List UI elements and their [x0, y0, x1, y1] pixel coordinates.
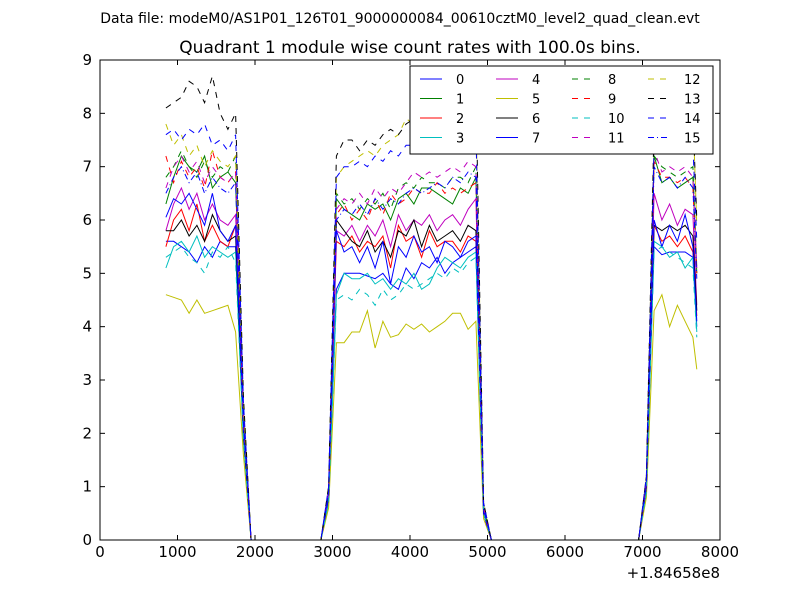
series-line-4: [165, 186, 698, 540]
series-line-10: [165, 245, 698, 540]
legend-label-0: 0: [456, 73, 464, 88]
y-tick-label: 0: [82, 531, 92, 549]
x-tick-label: 3000: [313, 543, 351, 561]
series-line-6: [165, 213, 698, 540]
legend-label-15: 15: [684, 132, 701, 147]
legend-label-1: 1: [456, 93, 464, 108]
x-tick-label: 7000: [623, 543, 661, 561]
y-tick-label: 7: [82, 158, 92, 176]
x-tick-label: 2000: [236, 543, 274, 561]
legend-label-13: 13: [684, 93, 701, 108]
x-tick-label: 8000: [701, 543, 739, 561]
series-line-3: [165, 234, 698, 540]
legend-label-14: 14: [684, 112, 701, 127]
legend-label-2: 2: [456, 112, 464, 127]
x-tick-label: 4000: [391, 543, 429, 561]
series-line-1: [165, 154, 698, 540]
x-offset-label: +1.84658e8: [627, 564, 720, 582]
y-tick-label: 6: [82, 211, 92, 229]
series-line-5: [165, 293, 698, 540]
legend-label-7: 7: [532, 132, 540, 147]
legend-label-5: 5: [532, 93, 540, 108]
legend-label-6: 6: [532, 112, 540, 127]
suptitle: Data file: modeM0/AS1P01_126T01_90000000…: [100, 11, 700, 27]
y-tick-label: 1: [82, 478, 92, 496]
legend-frame: [409, 65, 714, 155]
legend-label-11: 11: [608, 132, 625, 147]
legend-label-4: 4: [532, 73, 540, 88]
series-line-8: [165, 149, 698, 540]
legend-label-8: 8: [608, 73, 616, 88]
y-tick-label: 4: [82, 318, 92, 336]
series-line-0: [165, 240, 698, 540]
x-tick-label: 0: [95, 543, 105, 561]
chart-title: Quadrant 1 module wise count rates with …: [179, 38, 640, 58]
y-tick-label: 8: [82, 104, 92, 122]
legend-label-10: 10: [608, 112, 625, 127]
y-tick-label: 9: [82, 51, 92, 69]
y-tick-label: 5: [82, 264, 92, 282]
legend-label-12: 12: [684, 73, 701, 88]
x-tick-label: 5000: [468, 543, 506, 561]
series-line-7: [165, 192, 698, 540]
series-line-2: [165, 203, 698, 540]
y-tick-label: 2: [82, 424, 92, 442]
axis-ticks: 0 1000 2000 3000 4000 5000 6000 7000 80000123456…: [82, 51, 739, 561]
x-tick-label: 1000: [158, 543, 196, 561]
y-tick-label: 3: [82, 371, 92, 389]
series-line-15: [165, 165, 698, 540]
legend-label-9: 9: [608, 93, 616, 108]
x-tick-label: 6000: [546, 543, 584, 561]
legend-label-3: 3: [456, 132, 464, 147]
